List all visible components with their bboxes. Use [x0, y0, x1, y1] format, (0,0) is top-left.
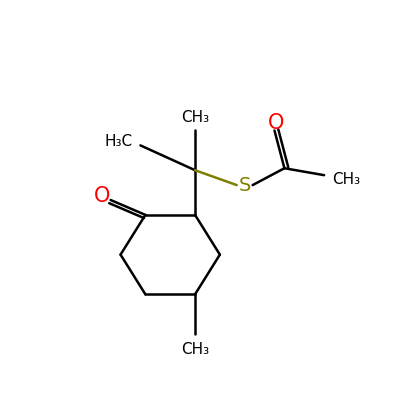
Text: O: O	[94, 186, 110, 206]
Text: H₃C: H₃C	[104, 134, 132, 149]
Text: CH₃: CH₃	[181, 342, 209, 357]
Text: S: S	[238, 176, 251, 195]
Text: O: O	[268, 112, 285, 132]
Text: CH₃: CH₃	[332, 172, 360, 187]
Text: CH₃: CH₃	[181, 110, 209, 124]
